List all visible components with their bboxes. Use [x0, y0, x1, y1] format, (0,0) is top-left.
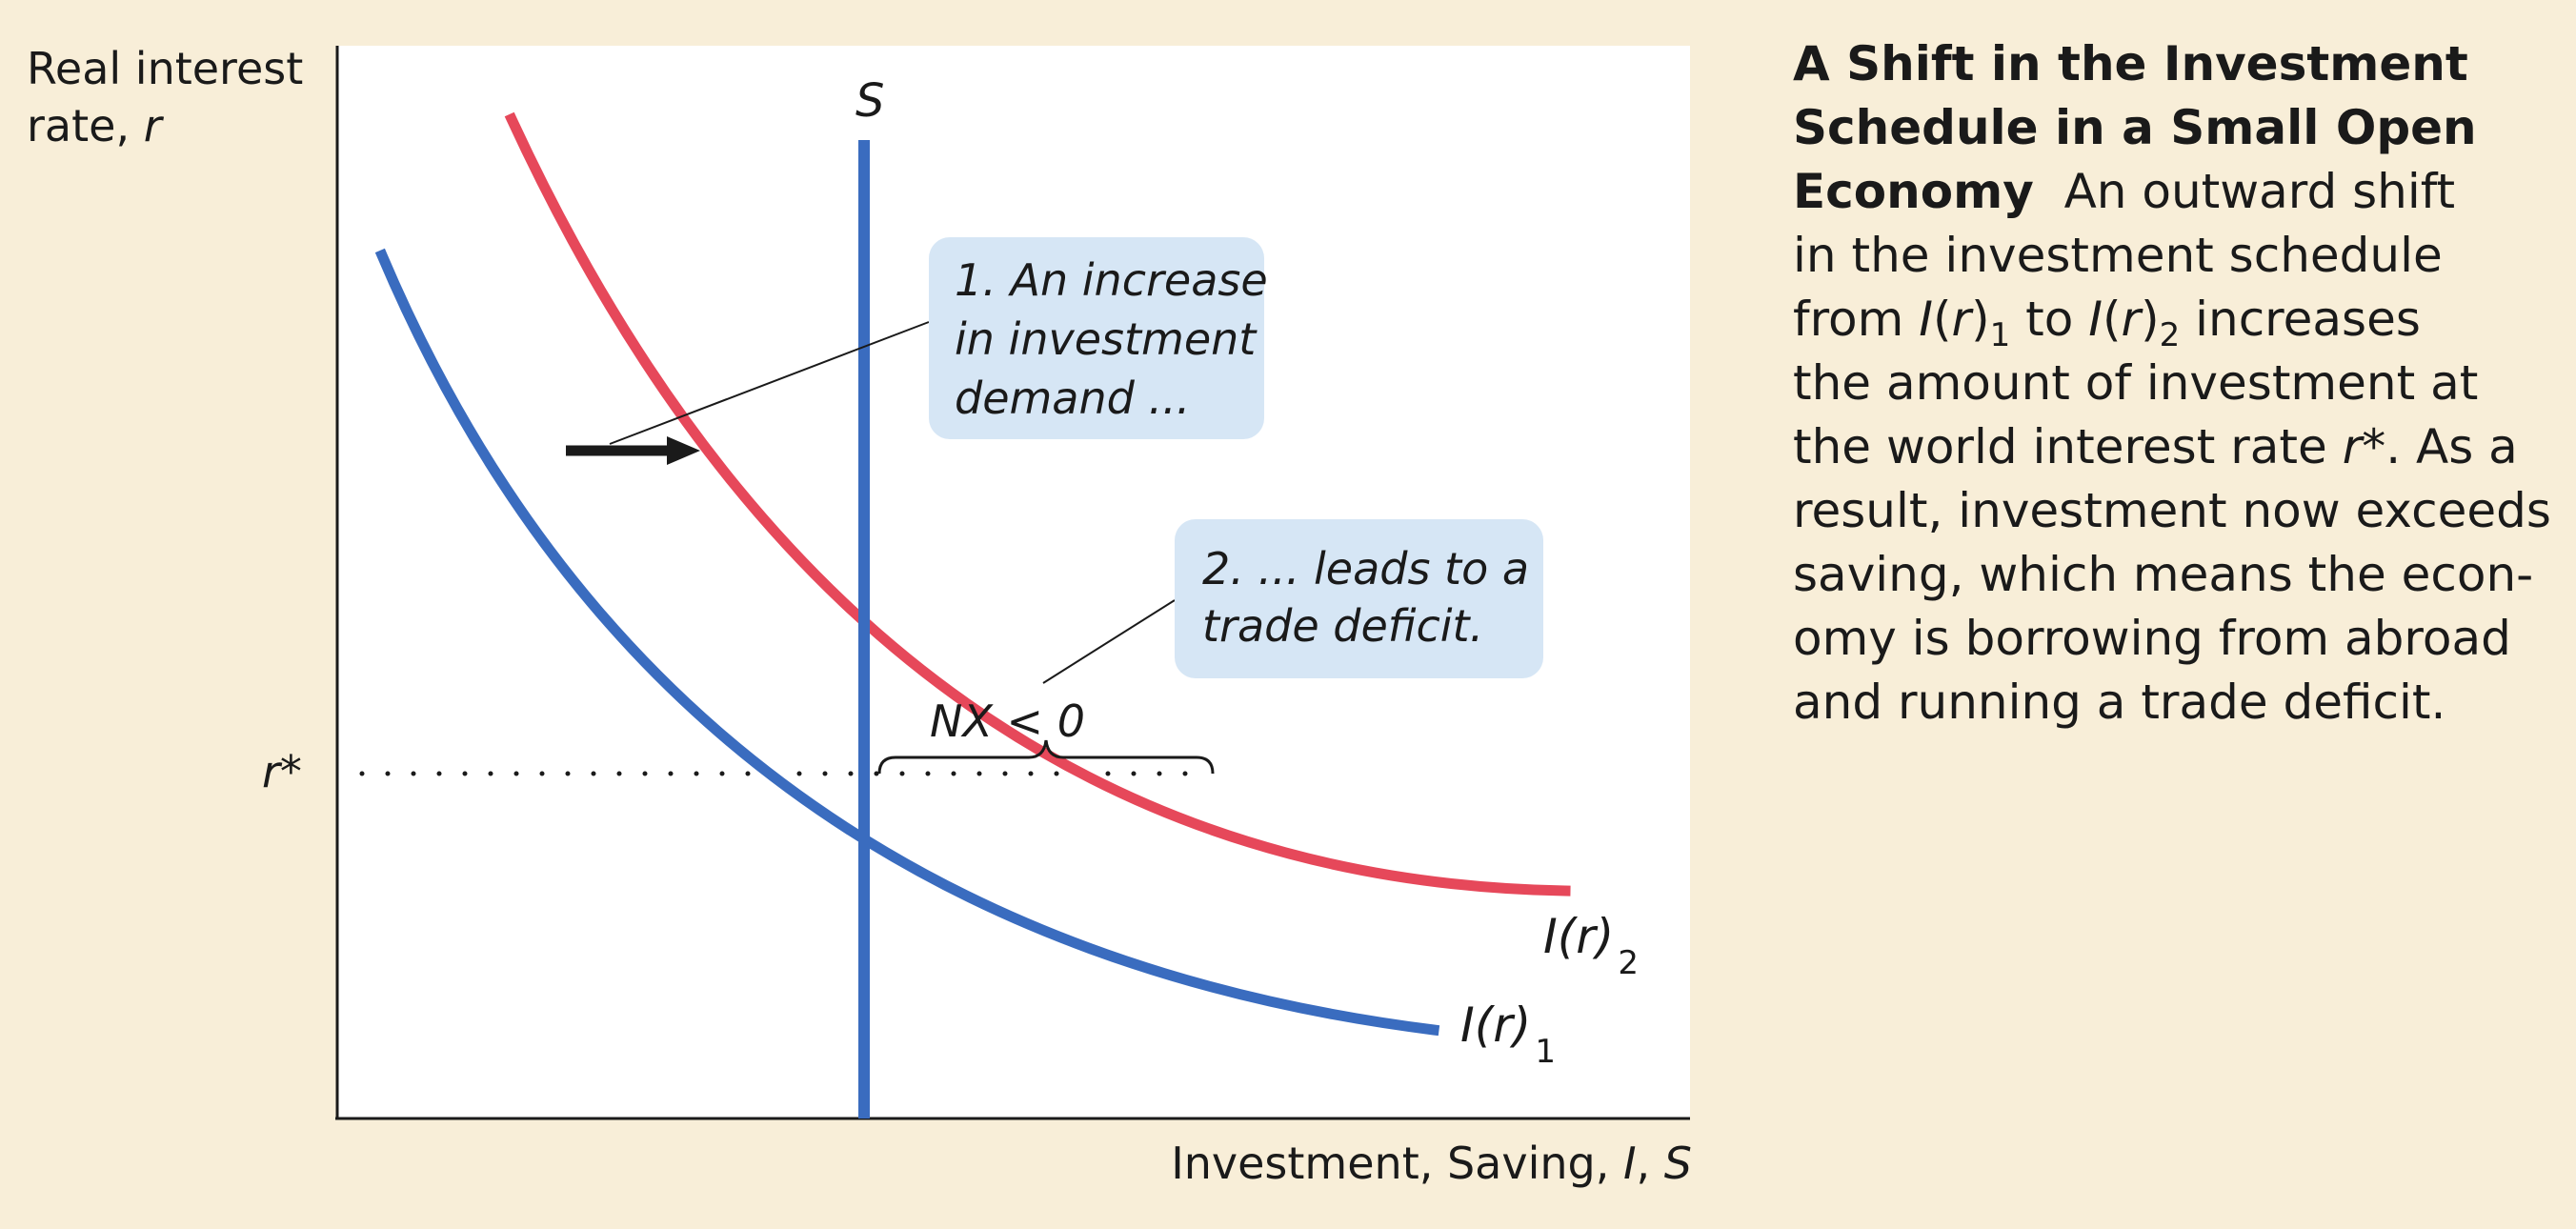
- callout-1-leader: [609, 321, 930, 445]
- caption-line-1: An outward shift: [2063, 164, 2456, 219]
- x-axis-label: Investment, Saving, I, S: [1171, 1138, 1692, 1189]
- investment-curve-1: [374, 248, 1440, 1037]
- callout-2-leader: [1042, 599, 1176, 684]
- curve-2-label: I(r) 2: [1543, 909, 1639, 982]
- shift-arrow-head: [667, 436, 700, 465]
- caption-line-9: and running a trade deficit.: [1793, 675, 2446, 730]
- caption-title-1: A Shift in the Investment: [1793, 36, 2468, 91]
- callout-2-box: [1175, 519, 1543, 678]
- caption-line-7: saving, which means the econ-: [1793, 547, 2534, 602]
- curve-1-label: I(r) 1: [1460, 997, 1556, 1071]
- caption-line-6: result, investment now exceeds: [1793, 483, 2551, 538]
- investment-curve-2: [504, 111, 1571, 897]
- caption-line-8: omy is borrowing from abroad: [1793, 611, 2511, 666]
- y-axis-label: Real interest rate, r: [27, 43, 317, 151]
- saving-label: S: [855, 74, 884, 128]
- r-star-label: r*: [262, 746, 302, 797]
- nx-label: NX < 0: [930, 695, 1085, 747]
- investment-saving-diagram: 1. An increase in investment demand ... …: [27, 43, 1692, 1189]
- nx-brace: [877, 739, 1215, 775]
- callout-1-box: [929, 237, 1264, 439]
- caption-title-3: Economy: [1793, 164, 2034, 219]
- caption-line-4: the amount of investment at: [1793, 355, 2479, 411]
- caption-line-3: from I(r)1 to I(r)2 increases: [1793, 292, 2421, 354]
- callout-1-text: 1. An increase in investment demand ...: [955, 254, 1281, 424]
- caption-line-5: the world interest rate r*. As a: [1793, 419, 2518, 474]
- callout-2-text: 2. ... leads to a trade deficit.: [1202, 543, 1543, 652]
- caption-title-2: Schedule in a Small Open: [1793, 100, 2477, 155]
- caption-line-2: in the investment schedule: [1793, 228, 2443, 283]
- figure-caption: A Shift in the Investment Schedule in a …: [1793, 32, 2555, 735]
